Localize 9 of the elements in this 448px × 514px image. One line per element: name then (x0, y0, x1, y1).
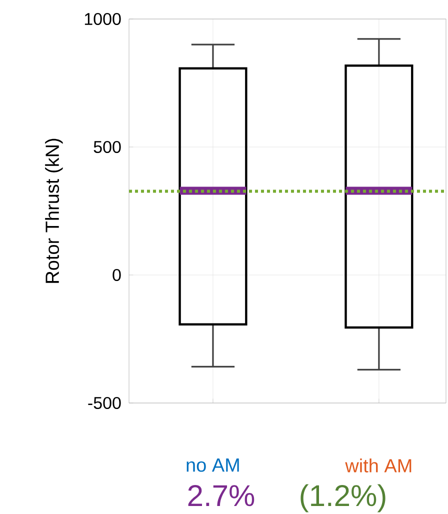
y-axis-title: Rotor Thrust (kN) (45, 138, 63, 283)
text: 2.7% (188, 485, 254, 506)
y-tick-label: 0 (112, 268, 121, 282)
x-tick-label: with AM (345, 458, 412, 472)
text: (1.2%) (300, 484, 386, 512)
y-tick-label: -500 (88, 396, 121, 410)
y-tick-label: 500 (94, 140, 121, 154)
y-tick-label: 1000 (84, 12, 121, 26)
x-tick-label: no AM (186, 458, 239, 472)
